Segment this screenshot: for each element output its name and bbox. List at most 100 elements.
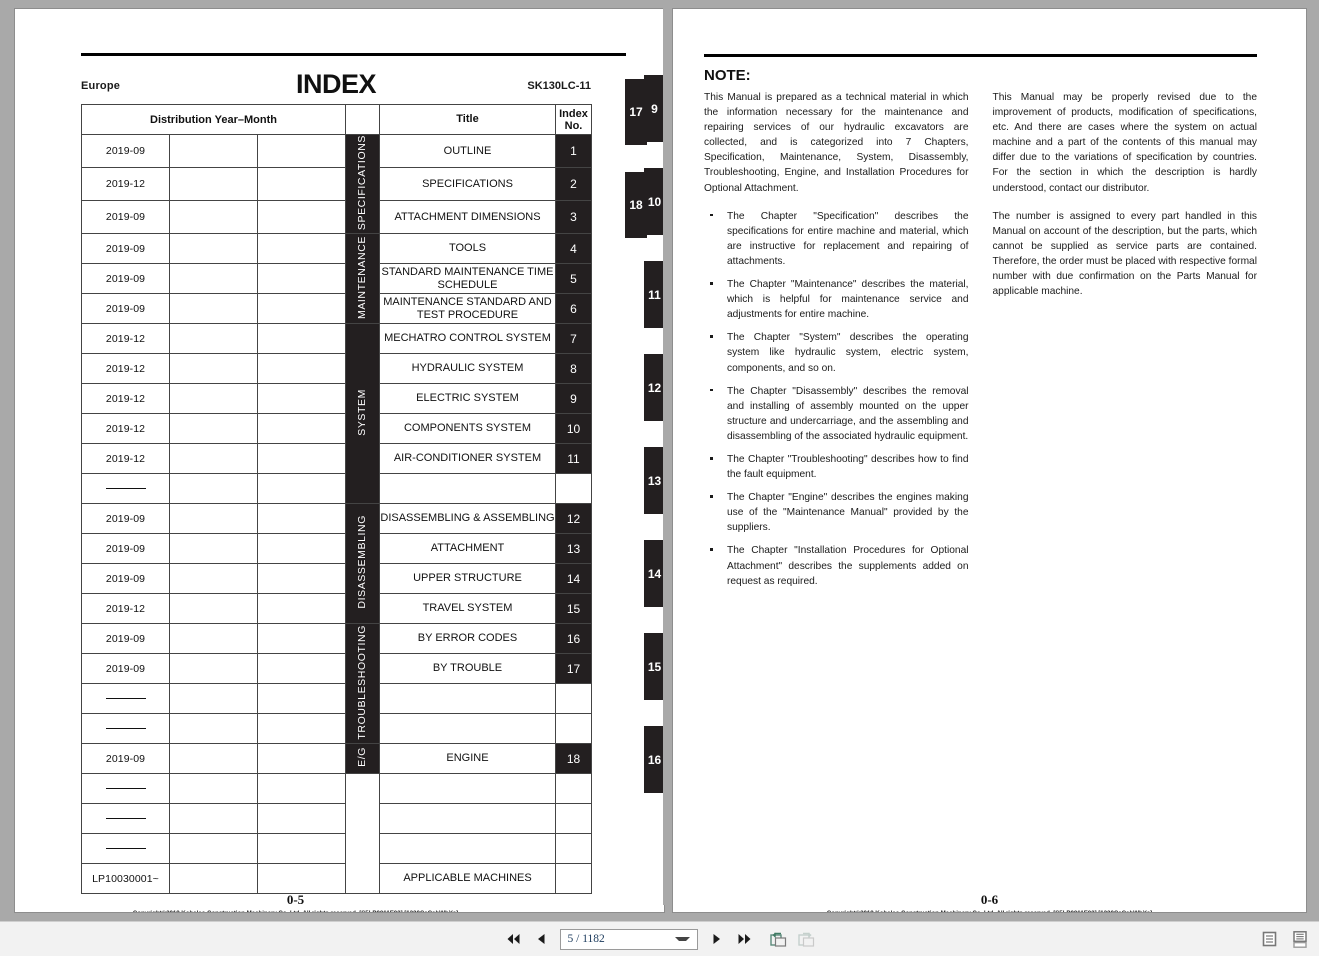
cell-blank-b (169, 593, 258, 625)
pdf-viewer[interactable]: Europe INDEX SK130LC-11 Distribution Yea… (0, 0, 1319, 921)
table-row: 2019-12 ELECTRIC SYSTEM 9 (81, 383, 592, 415)
cell-blank-b (169, 653, 258, 685)
cell-index-no (555, 713, 592, 745)
first-page-button[interactable] (504, 928, 523, 950)
cell-index-no: 12 (555, 503, 592, 535)
table-row: 2019-12 SPECIFICATIONS 2 (81, 167, 592, 202)
index-tab-10[interactable]: 10 (644, 168, 664, 235)
index-tab-16[interactable]: 16 (644, 726, 664, 793)
last-page-button[interactable] (735, 928, 754, 950)
cell-title: ENGINE (379, 743, 556, 775)
cell-title: COMPONENTS SYSTEM (379, 413, 556, 445)
bullet-dot-icon (710, 213, 713, 217)
cell-title: ATTACHMENT (379, 533, 556, 565)
cell-blank-c (257, 353, 346, 385)
cell-date: 2019-12 (81, 443, 170, 475)
table-row (81, 773, 592, 895)
cell-title (379, 473, 556, 505)
page-title: INDEX (295, 69, 377, 99)
viewer-toolbar[interactable]: 5 / 1182 (0, 921, 1319, 956)
continuous-page-view-button[interactable] (1290, 928, 1309, 950)
table-row: 2019-12 HYDRAULIC SYSTEM 8 (81, 353, 592, 385)
table-row: LP10030001~ APPLICABLE MACHINES (81, 863, 592, 895)
note-intro-paragraph: This Manual is prepared as a technical m… (704, 92, 969, 194)
cell-title (379, 713, 556, 745)
cell-blank-b (169, 743, 258, 775)
cell-title: AIR-CONDITIONER SYSTEM (379, 443, 556, 475)
table-row (81, 683, 592, 715)
cell-blank-c (257, 863, 346, 895)
table-row: 2019-12 COMPONENTS SYSTEM 10 (81, 413, 592, 445)
index-tab-11[interactable]: 11 (644, 261, 664, 328)
cell-blank-c (257, 503, 346, 535)
cell-blank-c (257, 263, 346, 295)
section-system: SYSTEM (345, 323, 380, 505)
index-tab-17[interactable]: 17 (625, 79, 647, 145)
previous-page-button[interactable] (532, 928, 551, 950)
cell-title: BY TROUBLE (379, 653, 556, 685)
cell-date: 2019-09 (81, 563, 170, 595)
table-row: 2019-12 SYSTEM MECHATRO CONTROL SYSTEM 7 (81, 323, 592, 505)
cell-date: 2019-12 (81, 413, 170, 445)
note-left-column: This Manual is prepared as a technical m… (704, 90, 969, 597)
cell-blank-b (169, 167, 258, 202)
col-header-title: Title (379, 104, 556, 135)
index-tab-9[interactable]: 9 (644, 75, 664, 142)
cell-blank-c (257, 200, 346, 235)
table-row: 2019-09 DISASSEMBLING DISASSEMBLING & AS… (81, 503, 592, 625)
index-tab-14[interactable]: 14 (644, 540, 664, 607)
page-number: 0-6 (980, 892, 999, 907)
part-number-paragraph: The number is assigned to every part han… (992, 210, 1258, 298)
index-tab-12[interactable]: 12 (644, 354, 664, 421)
cell-blank-c (257, 293, 346, 325)
cell-title: DISASSEMBLING & ASSEMBLING (379, 503, 556, 535)
cell-title: TOOLS (379, 233, 556, 265)
next-page-button[interactable] (707, 928, 726, 950)
cell-index-no: 16 (555, 623, 592, 655)
index-tab-13[interactable]: 13 (644, 447, 664, 514)
cell-blank-c (257, 473, 346, 505)
bullet-dot-icon (710, 335, 713, 338)
dash-mark (105, 848, 146, 850)
cell-blank-c (257, 443, 346, 475)
cell-index-no (555, 683, 592, 715)
cell-index-no (555, 473, 592, 505)
table-row: 2019-12 AIR-CONDITIONER SYSTEM 11 (81, 443, 592, 475)
bullet-dot-icon (710, 548, 713, 552)
cell-blank-b (169, 533, 258, 565)
cell-date-dash (81, 773, 170, 805)
cell-date: 2019-09 (81, 533, 170, 565)
cell-blank-c (257, 623, 346, 655)
index-tab-15[interactable]: 15 (644, 633, 664, 700)
cell-title: ELECTRIC SYSTEM (379, 383, 556, 415)
chevron-down-icon[interactable] (674, 936, 690, 941)
cell-index-no: 5 (555, 263, 592, 295)
go-back-button[interactable] (769, 928, 788, 950)
region-label: Europe (81, 80, 121, 92)
page-number-input[interactable]: 5 / 1182 (559, 928, 698, 950)
note-bullet-text: The Chapter "System" describes the opera… (727, 332, 969, 374)
bullet-dot-icon (710, 388, 713, 392)
table-row: 2019-09 MAINTENANCE STANDARD AND TEST PR… (81, 293, 592, 325)
cell-title: SPECIFICATIONS (379, 167, 556, 202)
go-forward-button[interactable] (797, 928, 816, 950)
note-bullet-text: The Chapter "Disassembly" describes the … (727, 385, 969, 442)
cell-index-no: 8 (555, 353, 592, 385)
table-row: 2019-09 E/G ENGINE 18 (81, 743, 592, 775)
cell-title: BY ERROR CODES (379, 623, 556, 655)
header-rule (81, 53, 626, 56)
cell-index-no: 18 (555, 743, 592, 775)
cell-date: 2019-12 (81, 323, 170, 355)
col-header-section (345, 104, 380, 135)
table-row: 2019-12 TRAVEL SYSTEM 15 (81, 593, 592, 625)
cell-blank-c (257, 533, 346, 565)
dash-mark (105, 728, 146, 730)
cell-date: 2019-09 (81, 200, 170, 235)
dash-mark (105, 488, 146, 490)
cell-blank-c (257, 383, 346, 415)
note-bullet-item: The Chapter "Installation Procedures for… (704, 543, 969, 588)
index-header: Europe INDEX SK130LC-11 (81, 69, 591, 99)
index-tab-18[interactable]: 18 (625, 172, 647, 238)
cell-date-dash (81, 713, 170, 745)
single-page-view-button[interactable] (1260, 928, 1279, 950)
